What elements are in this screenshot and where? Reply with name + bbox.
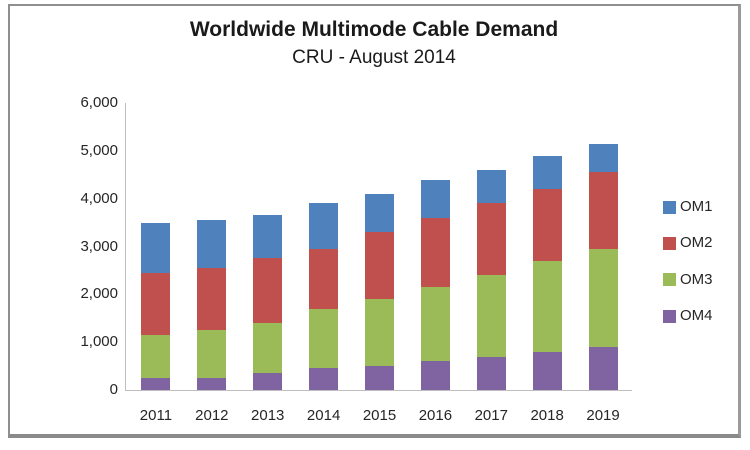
x-axis-category-label: 2014 xyxy=(306,407,341,424)
x-axis-category-label: 2016 xyxy=(418,407,453,424)
x-axis-category-label: 2017 xyxy=(474,407,508,424)
bar-segment-OM1-2017 xyxy=(476,169,506,204)
bar-segment-OM2-2017 xyxy=(476,203,506,276)
legend-swatch-OM2 xyxy=(663,236,676,250)
bar-segment-OM4-2012 xyxy=(197,378,227,390)
bar-segment-OM2-2012 xyxy=(197,268,227,331)
bar-segment-OM3-2015 xyxy=(365,299,394,367)
bar-segment-OM2-2013 xyxy=(253,258,283,324)
bar-segment-OM1-2019 xyxy=(588,143,618,173)
legend-item-OM1: OM1 xyxy=(663,198,713,216)
y-axis-tick-label: 1,000 xyxy=(80,333,118,351)
x-axis-category-label: 2019 xyxy=(586,407,620,424)
bar-segment-OM3-2011 xyxy=(141,334,171,379)
bar-segment-OM2-2019 xyxy=(588,172,618,249)
bar-segment-OM4-2014 xyxy=(309,368,339,390)
chart-subtitle: CRU - August 2014 xyxy=(292,47,456,68)
y-axis-line xyxy=(125,103,126,390)
legend-swatch-OM1 xyxy=(663,200,676,214)
legend-swatch-OM3 xyxy=(663,273,676,287)
x-axis-category-label: 2012 xyxy=(195,407,229,424)
bar-segment-OM4-2017 xyxy=(476,356,506,390)
legend-item-OM3: OM3 xyxy=(663,271,713,289)
bar-segment-OM2-2014 xyxy=(309,248,339,309)
bar-segment-OM1-2013 xyxy=(253,215,283,259)
bar-segment-OM2-2018 xyxy=(532,189,562,261)
y-axis-tick-label: 5,000 xyxy=(80,141,118,159)
bar-segment-OM1-2016 xyxy=(420,179,450,218)
bar-segment-OM3-2013 xyxy=(253,323,283,374)
bar-segment-OM4-2011 xyxy=(141,378,171,390)
x-axis-line xyxy=(125,390,632,391)
legend-item-OM4: OM4 xyxy=(663,307,713,325)
bar-segment-OM1-2014 xyxy=(309,203,339,249)
bar-segment-OM4-2013 xyxy=(253,373,283,390)
bar-segment-OM3-2019 xyxy=(588,248,618,347)
bar-segment-OM2-2011 xyxy=(141,272,171,335)
bar-segment-OM4-2016 xyxy=(420,361,450,390)
bar-segment-OM4-2018 xyxy=(532,351,562,390)
legend-swatch-OM4 xyxy=(663,309,676,323)
bar-segment-OM1-2015 xyxy=(365,193,394,233)
bar-segment-OM4-2015 xyxy=(365,366,394,390)
bar-segment-OM3-2016 xyxy=(420,287,450,362)
bar-segment-OM3-2014 xyxy=(309,308,339,369)
y-axis-tick-label: 6,000 xyxy=(80,94,118,111)
bar-segment-OM2-2015 xyxy=(365,232,394,300)
legend-item-OM2: OM2 xyxy=(663,234,713,252)
y-axis-tick-label: 0 xyxy=(109,381,118,398)
y-axis-tick-label: 4,000 xyxy=(80,189,118,207)
bar-segment-OM1-2012 xyxy=(197,220,227,269)
bar-segment-OM1-2018 xyxy=(532,155,562,190)
bar-segment-OM3-2017 xyxy=(476,275,506,357)
y-axis-tick-label: 2,000 xyxy=(80,285,118,303)
legend-label: OM3 xyxy=(680,270,713,288)
x-axis-category-label: 2015 xyxy=(362,407,397,424)
bar-segment-OM4-2019 xyxy=(588,346,618,390)
bar-segment-OM3-2018 xyxy=(532,260,562,352)
bar-segment-OM3-2012 xyxy=(197,330,227,379)
legend-label: OM2 xyxy=(680,234,713,252)
bar-segment-OM1-2011 xyxy=(141,222,171,273)
bar-segment-OM2-2016 xyxy=(420,217,450,288)
x-axis-category-label: 2013 xyxy=(251,407,285,424)
x-axis-category-label: 2018 xyxy=(530,407,564,424)
y-axis-tick-label: 3,000 xyxy=(80,237,118,255)
legend-label: OM4 xyxy=(680,307,713,325)
x-axis-category-label: 2011 xyxy=(139,407,173,424)
chart-title: Worldwide Multimode Cable Demand xyxy=(189,18,559,41)
legend-label: OM1 xyxy=(680,198,713,215)
